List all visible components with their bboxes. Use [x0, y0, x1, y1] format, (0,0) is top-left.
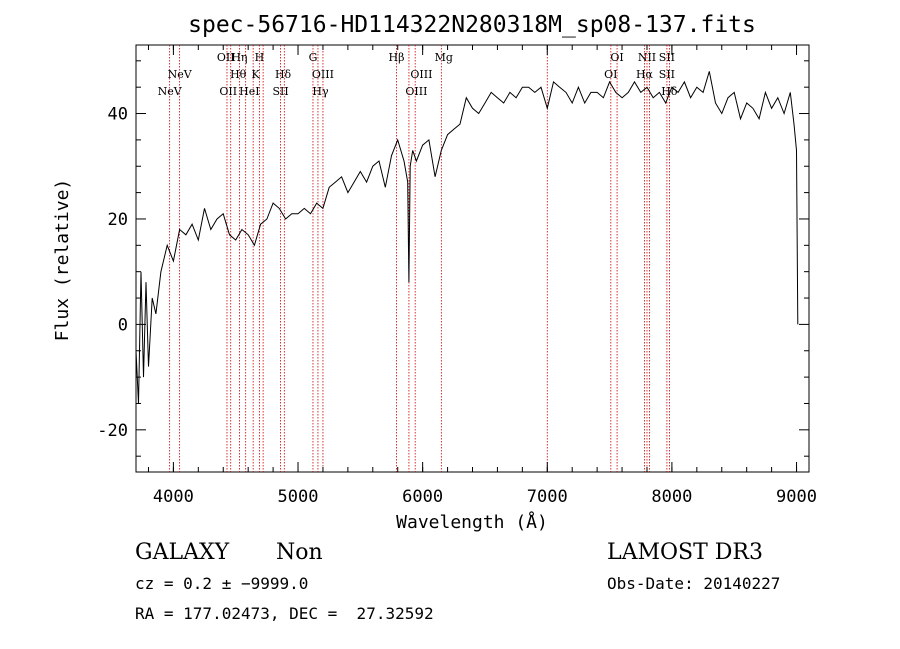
- obs-date: Obs-Date: 20140227: [607, 574, 781, 593]
- line-label-5: Hθ: [230, 68, 247, 81]
- y-tick-label-2: 20: [108, 210, 128, 230]
- survey-name: LAMOST DR3: [607, 540, 763, 565]
- line-label-16: OIII: [410, 68, 432, 81]
- line-label-23: SII: [659, 68, 675, 81]
- line-label-6: K: [252, 68, 261, 81]
- y-tick-label-3: 40: [108, 105, 128, 125]
- line-label-1: NeV: [168, 68, 193, 81]
- y-axis-label: Flux (relative): [52, 179, 73, 342]
- line-label-11: G: [309, 51, 318, 64]
- y-axis-ticks: -20 0 20 40: [97, 60, 809, 457]
- object-subclass: Non: [276, 540, 323, 565]
- line-label-18: OI: [610, 51, 623, 64]
- x-tick-label-5: 9000: [776, 487, 817, 507]
- line-label-14: Hβ: [388, 51, 404, 64]
- x-tick-label-4: 8000: [651, 487, 692, 507]
- y-tick-label-0: -20: [97, 421, 128, 441]
- line-label-7: Hδ: [275, 68, 292, 81]
- plot-frame: [135, 44, 810, 473]
- line-label-8: OII: [219, 85, 237, 98]
- line-label-20: SII: [659, 51, 675, 64]
- line-label-13: Hγ: [312, 85, 329, 98]
- x-axis-ticks: 4000 5000 6000 7000 8000 9000: [147, 45, 817, 507]
- line-label-24: Hδ: [661, 85, 678, 98]
- line-label-0: NeV: [158, 85, 183, 98]
- x-axis-label: Wavelength (Å): [396, 511, 548, 533]
- object-class: GALAXY: [135, 540, 230, 565]
- line-label-15: Mg: [435, 51, 453, 64]
- line-label-19: NII: [638, 51, 656, 64]
- line-label-21: OI: [604, 68, 617, 81]
- line-label-12: OIII: [312, 68, 334, 81]
- line-label-3: Hη: [231, 51, 247, 64]
- x-tick-label-0: 4000: [153, 487, 194, 507]
- y-tick-label-1: 0: [118, 315, 128, 335]
- line-marks: [169, 45, 670, 472]
- line-label-22: Hα: [636, 68, 654, 81]
- flux-series-line: [135, 71, 799, 404]
- x-tick-label-3: 7000: [527, 487, 568, 507]
- line-label-2: OII: [217, 51, 235, 64]
- chart-title: spec-56716-HD114322N280318M_sp08-137.fit…: [188, 12, 756, 38]
- line-label-9: HeI: [239, 85, 259, 98]
- line-label-17: OIII: [405, 85, 427, 98]
- line-label-4: H: [255, 51, 265, 64]
- coordinates-info: RA = 177.02473, DEC = 27.32592: [135, 604, 434, 623]
- x-tick-label-2: 6000: [402, 487, 443, 507]
- line-label-10: SII: [272, 85, 288, 98]
- redshift-info: cz = 0.2 ± −9999.0: [135, 574, 309, 593]
- x-tick-label-1: 5000: [278, 487, 319, 507]
